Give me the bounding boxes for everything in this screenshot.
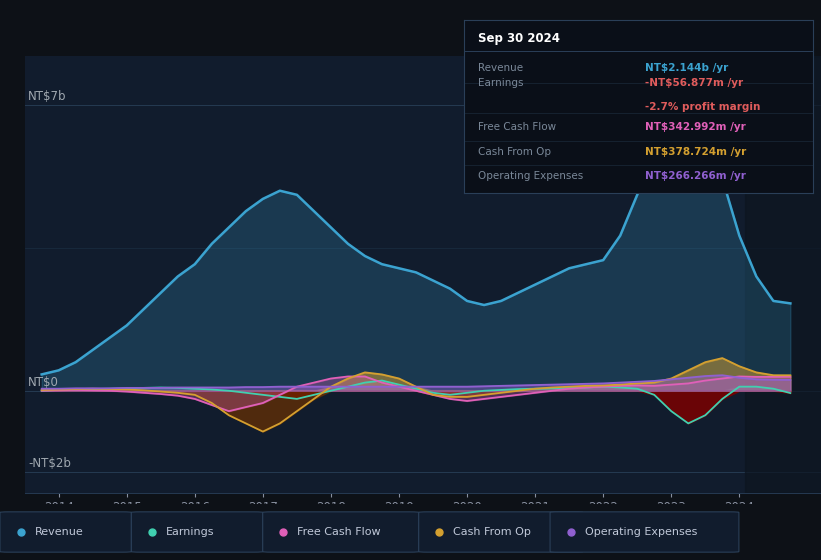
FancyBboxPatch shape: [131, 512, 263, 552]
Text: NT$378.724m /yr: NT$378.724m /yr: [645, 147, 746, 157]
Text: Earnings: Earnings: [166, 527, 214, 537]
Text: NT$2.144b /yr: NT$2.144b /yr: [645, 63, 728, 73]
Text: NT$266.266m /yr: NT$266.266m /yr: [645, 171, 746, 181]
Text: Cash From Op: Cash From Op: [478, 147, 551, 157]
Text: -NT$56.877m /yr: -NT$56.877m /yr: [645, 78, 744, 88]
Text: Sep 30 2024: Sep 30 2024: [478, 32, 560, 45]
FancyBboxPatch shape: [0, 512, 131, 552]
Text: Operating Expenses: Operating Expenses: [585, 527, 697, 537]
Text: NT$0: NT$0: [28, 376, 59, 389]
Text: NT$342.992m /yr: NT$342.992m /yr: [645, 122, 746, 132]
FancyBboxPatch shape: [263, 512, 419, 552]
Text: -2.7% profit margin: -2.7% profit margin: [645, 102, 761, 112]
Text: Revenue: Revenue: [478, 63, 523, 73]
FancyBboxPatch shape: [419, 512, 583, 552]
Text: Free Cash Flow: Free Cash Flow: [297, 527, 381, 537]
FancyBboxPatch shape: [550, 512, 739, 552]
Text: Cash From Op: Cash From Op: [453, 527, 531, 537]
Text: Free Cash Flow: Free Cash Flow: [478, 122, 556, 132]
Text: -NT$2b: -NT$2b: [28, 458, 71, 470]
Text: Operating Expenses: Operating Expenses: [478, 171, 583, 181]
Text: Earnings: Earnings: [478, 78, 523, 88]
Text: Revenue: Revenue: [34, 527, 83, 537]
Text: NT$7b: NT$7b: [28, 90, 67, 103]
Bar: [745, 56, 821, 493]
